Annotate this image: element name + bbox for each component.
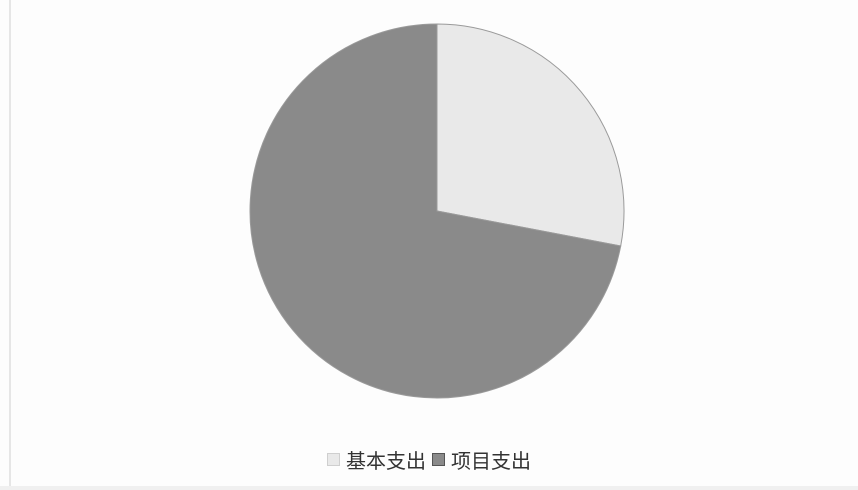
left-border <box>9 0 11 490</box>
pie-slice-0 <box>436 23 625 247</box>
bottom-border <box>0 486 858 490</box>
legend-label-project: 项目支出 <box>451 448 531 473</box>
pie-slice-1 <box>249 23 622 399</box>
legend-item-basic: 基本支出 <box>327 445 426 474</box>
legend-label-basic: 基本支出 <box>346 448 426 473</box>
legend: 基本支出 项目支出 <box>0 444 858 474</box>
legend-swatch-project <box>432 452 445 466</box>
legend-item-project: 项目支出 <box>432 445 531 474</box>
legend-swatch-basic <box>327 452 340 466</box>
